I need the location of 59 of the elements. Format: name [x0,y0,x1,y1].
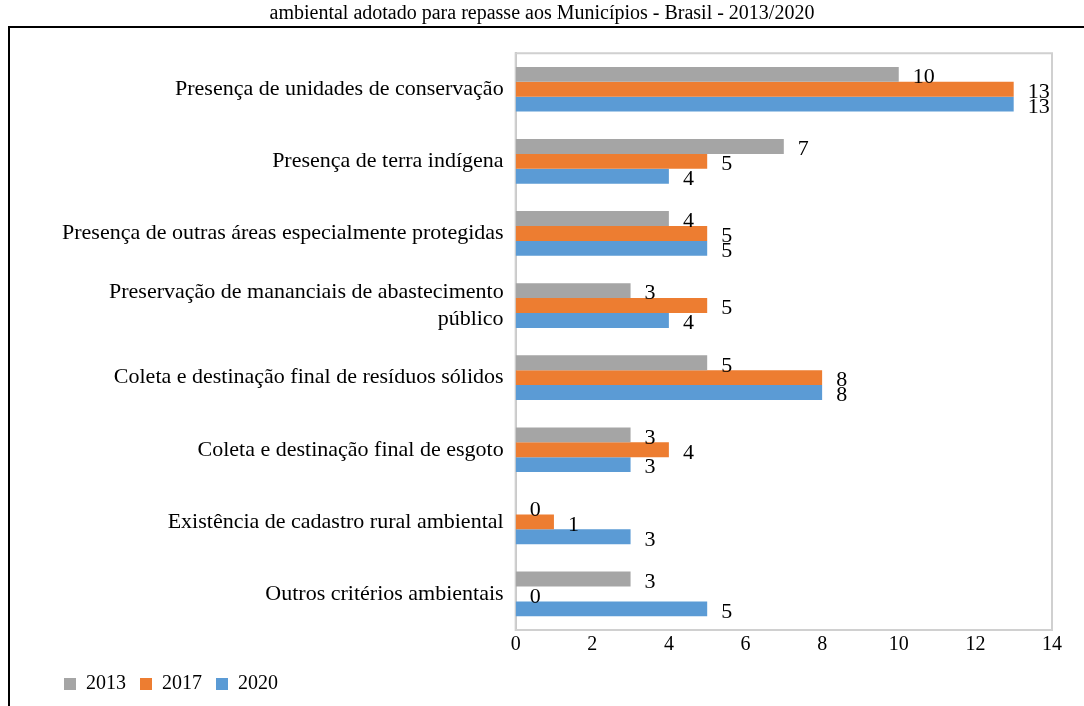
bar [515,226,708,241]
bar [515,571,631,587]
data-label: 5 [721,294,733,320]
bar [515,385,823,400]
x-tick-label: 12 [965,632,986,655]
bar [515,355,708,371]
bar [515,427,631,443]
y-tick-label: Existência de cadastro rural ambiental [167,507,504,533]
bar [515,298,708,313]
bar [515,168,669,184]
y-tick-label: Presença de outras áreas especialmente protegidas [61,219,504,245]
y-tick-label: Presença de terra indígena [272,147,504,173]
bar [515,139,784,154]
bar [515,313,669,328]
data-label: 4 [682,438,694,464]
y-tick-label: Presença de unidades de conservação [175,75,504,101]
data-label: 0 [529,495,541,521]
bar [515,601,708,617]
data-label: 0 [529,582,541,608]
data-label: 4 [682,207,694,233]
x-tick-label: 10 [888,632,909,655]
x-tick-label: 0 [510,632,521,655]
x-tick-label: 2 [587,632,598,655]
data-label: 5 [721,150,733,176]
y-tick-label: Coleta e destinação final de esgoto [197,435,504,461]
data-label: 3 [644,567,656,593]
bar [515,81,1014,97]
legend-label: 2020 [238,671,278,694]
legend-label: 2017 [162,671,202,694]
bar [515,529,631,545]
data-label: 3 [644,453,656,479]
data-label: 1 [567,510,579,536]
bar [515,96,1014,112]
x-tick-label: 8 [817,632,828,655]
data-label: 4 [682,309,694,335]
bar [515,514,554,530]
bar [515,457,631,473]
bar [515,211,669,226]
data-label: 5 [721,597,733,623]
x-tick-label: 4 [663,632,674,655]
y-tick-label: Outros critérios ambientais [265,579,504,605]
bar [515,283,631,299]
data-label: 10 [912,63,935,89]
x-tick-label: 6 [740,632,751,655]
data-label: 3 [644,525,656,551]
bar [515,442,669,458]
data-label: 5 [721,351,733,377]
y-tick-label: Preservação de mananciais de abastecimento público [109,278,504,330]
x-tick-label: 14 [1042,632,1062,655]
data-label: 7 [797,135,809,161]
data-label: 4 [682,165,694,191]
bar [515,66,899,82]
bar [515,240,708,256]
chart-title: ambiental adotado para repasse aos Municípios - Brasil - 2013/2020 [268,0,816,24]
bar [515,370,823,386]
bar [515,153,708,169]
data-label: 3 [644,279,656,305]
legend-label: 2013 [86,671,126,694]
y-tick-label: Coleta e destinação final de resíduos sólidos [113,363,504,389]
